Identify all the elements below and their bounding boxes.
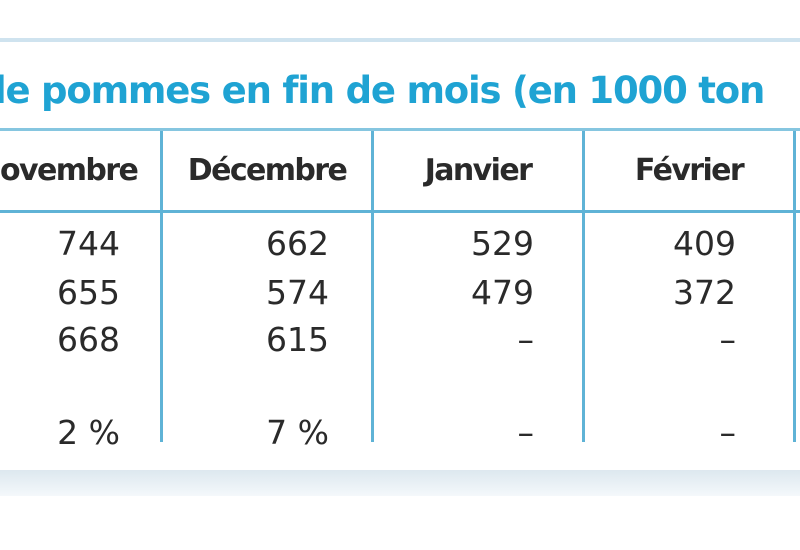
top-divider <box>0 38 800 42</box>
header-divider <box>0 210 800 213</box>
table-cell: 479 <box>471 273 534 312</box>
table-cell: 529 <box>471 224 534 263</box>
table-cell: 655 <box>57 273 120 312</box>
column-divider <box>160 131 163 442</box>
column-divider <box>371 131 374 442</box>
table-cell: – <box>719 320 737 359</box>
bottom-shadow-band <box>0 470 800 496</box>
table-cell: 744 <box>57 224 120 263</box>
column-header-janvier: Janvier <box>424 153 533 188</box>
column-divider <box>582 131 585 442</box>
table-cell: 615 <box>266 320 329 359</box>
table-cell: 2 % <box>57 413 120 452</box>
table-cell: 372 <box>673 273 736 312</box>
table-cell: 574 <box>266 273 329 312</box>
table-cell: 7 % <box>266 413 329 452</box>
table-cell: 409 <box>673 224 736 263</box>
column-header-novembre: ovembre <box>0 153 139 188</box>
column-header-fevrier: Février <box>634 153 745 188</box>
column-divider <box>793 131 796 442</box>
table-cell: 662 <box>266 224 329 263</box>
column-header-decembre: Décembre <box>187 153 348 188</box>
table-cell: – <box>517 320 535 359</box>
table-cell: – <box>719 413 737 452</box>
table-title: le pommes en fin de mois (en 1000 ton <box>0 69 765 112</box>
table-cell: – <box>517 413 535 452</box>
table-cell: 668 <box>57 320 120 359</box>
table-top-border <box>0 128 800 131</box>
